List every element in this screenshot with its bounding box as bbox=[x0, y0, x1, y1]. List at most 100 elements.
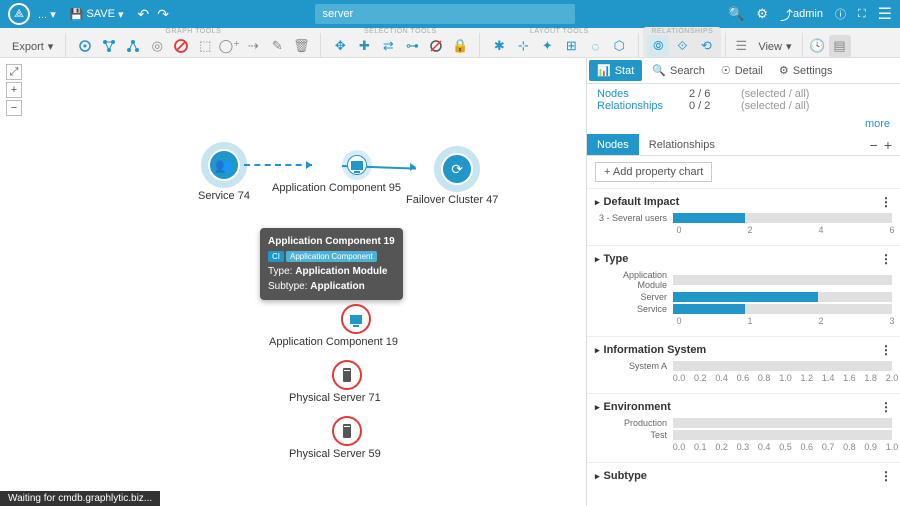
subtab-relationships[interactable]: Relationships bbox=[639, 134, 725, 155]
upload-icon[interactable]: ⤴ bbox=[780, 5, 793, 24]
tool-pencil[interactable]: ✎ bbox=[266, 35, 288, 57]
nodes-link[interactable]: Nodes bbox=[597, 88, 677, 100]
search-icon[interactable]: 🔍 bbox=[728, 6, 744, 22]
tool-hide[interactable]: ◎ bbox=[146, 35, 168, 57]
chart-section: ▸Environment⋮ProductionTest0.00.10.20.30… bbox=[587, 393, 900, 462]
rels-count: 0 / 2 bbox=[689, 100, 729, 112]
rel-mode-3[interactable]: ⟲ bbox=[695, 35, 717, 57]
chart-axis: 0246 bbox=[679, 225, 892, 237]
caret-icon[interactable]: ▸ bbox=[595, 254, 600, 265]
node-appcomponent[interactable]: Application Component 95 bbox=[312, 150, 401, 194]
layout-radial[interactable]: ✦ bbox=[536, 35, 558, 57]
node-service[interactable]: 👥 Service 74 bbox=[198, 142, 250, 202]
sel-invert[interactable]: ⇄ bbox=[377, 35, 399, 57]
search-icon: 🔍 bbox=[652, 64, 666, 77]
save-icon: 💾 bbox=[70, 8, 84, 21]
tab-search[interactable]: 🔍Search bbox=[644, 58, 713, 83]
right-panel: 📊Stat 🔍Search ☉Detail ⚙Settings Nodes2 /… bbox=[586, 58, 900, 506]
more-link[interactable]: more bbox=[587, 116, 900, 134]
logo-icon[interactable]: ⟁ bbox=[8, 3, 30, 25]
export-button[interactable]: Export ▾ bbox=[4, 36, 61, 57]
rel-mode-2[interactable]: ⟐ bbox=[671, 35, 693, 57]
caret-icon[interactable]: ▸ bbox=[595, 402, 600, 413]
server-icon bbox=[343, 368, 351, 382]
save-button[interactable]: 💾 SAVE ▾ bbox=[70, 8, 124, 21]
rel-mode-1[interactable]: ⦾ bbox=[647, 35, 669, 57]
subtab-nodes[interactable]: Nodes bbox=[587, 134, 639, 155]
tool-collapse[interactable] bbox=[122, 35, 144, 57]
tab-detail[interactable]: ☉Detail bbox=[713, 58, 771, 83]
bar-row: Service bbox=[595, 304, 892, 314]
node-server[interactable]: Physical Server 71 bbox=[314, 360, 381, 404]
layout-hier[interactable]: ⬡ bbox=[608, 35, 630, 57]
chart-menu-icon[interactable]: ⋮ bbox=[880, 252, 892, 266]
node-appcomponent-selected[interactable]: Application Component 19 bbox=[314, 304, 398, 348]
undo-button[interactable]: ↶ bbox=[138, 6, 150, 23]
graph-canvas[interactable]: ⤢ + − 👥 Service 74 Application Component… bbox=[0, 58, 586, 506]
caret-icon[interactable]: ▸ bbox=[595, 345, 600, 356]
monitor-icon bbox=[351, 161, 363, 170]
redo-button[interactable]: ↷ bbox=[157, 6, 169, 23]
panel-toggle-icon[interactable]: ▤ bbox=[829, 35, 851, 57]
info-icon[interactable]: ⓘ bbox=[835, 6, 846, 22]
add-property-chart-button[interactable]: + Add property chart bbox=[595, 162, 712, 182]
sel-none[interactable] bbox=[425, 35, 447, 57]
fit-button[interactable]: ⤢ bbox=[6, 64, 22, 80]
layout-tree[interactable]: ⊹ bbox=[512, 35, 534, 57]
tab-stat[interactable]: 📊Stat bbox=[589, 60, 642, 81]
tab-settings[interactable]: ⚙Settings bbox=[771, 58, 841, 83]
layout-grid[interactable]: ⊞ bbox=[560, 35, 582, 57]
clock-icon[interactable]: 🕓 bbox=[807, 35, 829, 57]
collapse-icon[interactable]: − bbox=[870, 137, 878, 153]
selection-tools-label: SELECTION TOOLS bbox=[364, 28, 437, 35]
fullscreen-icon[interactable]: ⛶ bbox=[858, 8, 866, 21]
relationships-link[interactable]: Relationships bbox=[597, 100, 677, 112]
edge-dashed bbox=[244, 164, 312, 166]
tool-link[interactable]: ⇢ bbox=[242, 35, 264, 57]
chart-axis: 0.00.20.40.60.81.01.21.41.61.82.0 bbox=[679, 373, 892, 385]
sel-expand[interactable]: ✚ bbox=[353, 35, 375, 57]
chart-menu-icon[interactable]: ⋮ bbox=[880, 400, 892, 414]
chart-menu-icon[interactable]: ⋮ bbox=[880, 469, 892, 483]
app-topbar: ⟁ ... ▾ 💾 SAVE ▾ ↶ ↷ 🔍 ⚙ ⤴ admin ⓘ ⛶ ☰ bbox=[0, 0, 900, 28]
caret-icon[interactable]: ▸ bbox=[595, 471, 600, 482]
node-tooltip: Application Component 19 CIApplication C… bbox=[260, 228, 403, 300]
chart-title: Subtype bbox=[604, 470, 647, 482]
layout-force[interactable]: ✱ bbox=[488, 35, 510, 57]
chart-menu-icon[interactable]: ⋮ bbox=[880, 343, 892, 357]
bar-row: Application Module bbox=[595, 270, 892, 290]
chart-menu-icon[interactable]: ⋮ bbox=[880, 195, 892, 209]
toolbar: Export ▾ GRAPH TOOLS ◎ ⬚ ◯⁺ ⇢ ✎ 🗑 SELECT… bbox=[0, 28, 900, 58]
bar-row: Production bbox=[595, 418, 892, 428]
tool-addnode[interactable]: ◯⁺ bbox=[218, 35, 240, 57]
zoom-out-button[interactable]: − bbox=[6, 100, 22, 116]
save-label: SAVE bbox=[86, 8, 115, 20]
user-label[interactable]: admin bbox=[793, 8, 823, 20]
chart-title: Default Impact bbox=[604, 196, 680, 208]
tool-expand[interactable] bbox=[98, 35, 120, 57]
sel-all[interactable]: ✥ bbox=[329, 35, 351, 57]
menu-icon[interactable]: ☰ bbox=[878, 4, 892, 24]
chart-title: Environment bbox=[604, 401, 671, 413]
app-menu-dropdown[interactable]: ... ▾ bbox=[34, 8, 60, 21]
add-icon[interactable]: + bbox=[884, 137, 892, 153]
layout-circular[interactable]: ◌ bbox=[584, 35, 606, 57]
tool-forbid[interactable] bbox=[170, 35, 192, 57]
tool-trash[interactable]: 🗑 bbox=[290, 35, 312, 57]
view-button[interactable]: View ▾ bbox=[752, 36, 797, 57]
caret-icon[interactable]: ▸ bbox=[595, 197, 600, 208]
monitor-icon bbox=[350, 315, 362, 324]
search-input[interactable] bbox=[315, 4, 575, 24]
sel-lock[interactable]: 🔒 bbox=[449, 35, 471, 57]
tool565[interactable]: ⬚ bbox=[194, 35, 216, 57]
zoom-in-button[interactable]: + bbox=[6, 82, 22, 98]
tool-fit[interactable] bbox=[74, 35, 96, 57]
bar-label: System A bbox=[595, 361, 673, 371]
bar-row: Server bbox=[595, 292, 892, 302]
list-view-icon[interactable]: ☰ bbox=[730, 35, 752, 57]
bar-label: Production bbox=[595, 418, 673, 428]
node-cluster[interactable]: ⟳ Failover Cluster 47 bbox=[416, 146, 498, 206]
gears-icon[interactable]: ⚙ bbox=[756, 6, 768, 22]
node-server[interactable]: Physical Server 59 bbox=[314, 416, 381, 460]
sel-connected[interactable]: ⊶ bbox=[401, 35, 423, 57]
